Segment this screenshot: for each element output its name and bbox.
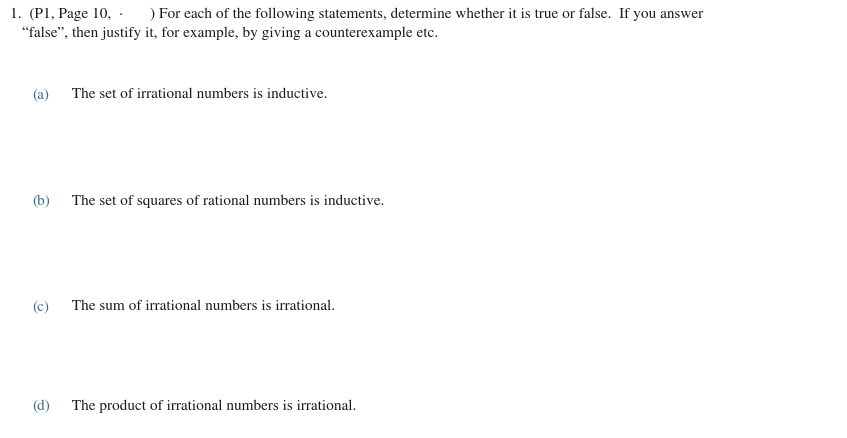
Text: (d): (d) (32, 400, 50, 413)
Text: (c): (c) (32, 300, 49, 314)
Text: The product of irrational numbers is irrational.: The product of irrational numbers is irr… (64, 400, 357, 413)
Text: (a)  The set of irrational numbers is inductive.: (a) The set of irrational numbers is ind… (32, 88, 313, 101)
Text: The sum of irrational numbers is irrational.: The sum of irrational numbers is irratio… (64, 300, 335, 314)
Text: “false”, then justify it, for example, by giving a counterexample etc.: “false”, then justify it, for example, b… (22, 26, 438, 40)
Text: (a): (a) (32, 88, 49, 101)
Text: The set of irrational numbers is inductive.: The set of irrational numbers is inducti… (64, 88, 328, 101)
Text: The set of squares of rational numbers is inductive.: The set of squares of rational numbers i… (64, 195, 385, 208)
Text: (c)  The sum of irrational numbers is irrational.: (c) The sum of irrational numbers is irr… (32, 300, 320, 314)
Text: (b): (b) (32, 195, 50, 208)
Text: (b)  The set of squares of rational numbers is inductive.: (b) The set of squares of rational numbe… (32, 195, 370, 208)
Text: 1.  (P1, Page 10,  ·       ) For each of the following statements, determine whe: 1. (P1, Page 10, · ) For each of the fol… (10, 8, 703, 21)
Text: (d)  The product of irrational numbers is irrational.: (d) The product of irrational numbers is… (32, 400, 342, 413)
